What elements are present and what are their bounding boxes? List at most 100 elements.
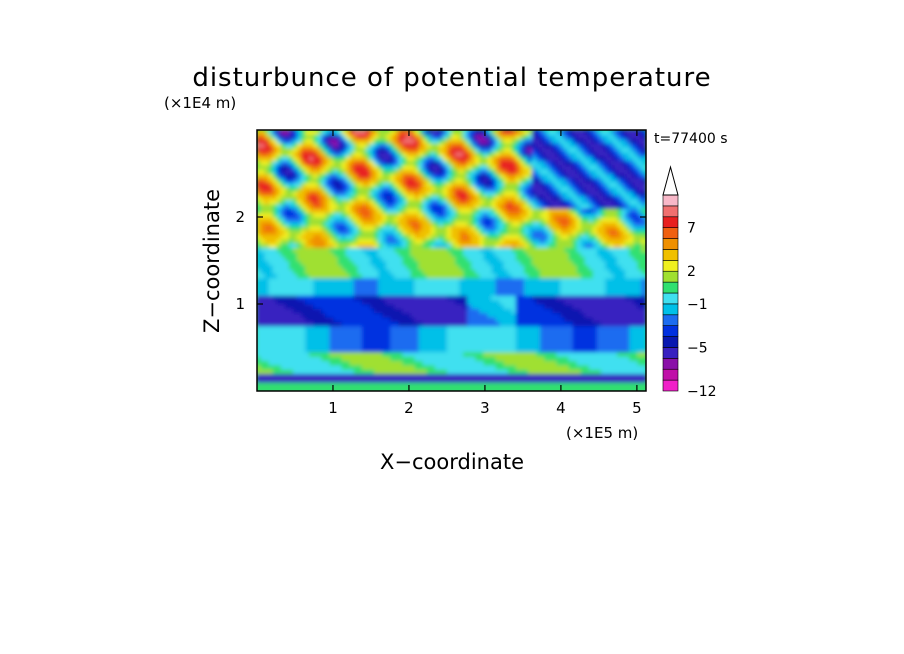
field-cell <box>382 307 388 314</box>
field-cell <box>499 203 505 209</box>
field-cell <box>357 142 363 148</box>
field-cell <box>556 133 562 140</box>
field-cell <box>410 242 416 248</box>
field-cell <box>398 255 404 261</box>
field-cell <box>503 377 509 383</box>
field-cell <box>390 329 396 335</box>
field-cell <box>390 159 396 166</box>
field-cell <box>536 286 542 292</box>
field-cell <box>264 133 270 140</box>
field-cell <box>361 164 367 170</box>
field-cell <box>345 307 351 314</box>
field-cell <box>479 199 485 205</box>
field-cell <box>487 347 493 353</box>
field-cell <box>511 381 517 388</box>
field-cell <box>580 381 586 388</box>
field-cell <box>361 138 367 144</box>
field-cell <box>272 342 278 348</box>
field-cell <box>560 225 566 231</box>
field-cell <box>511 190 517 196</box>
field-cell <box>418 286 424 292</box>
field-cell <box>349 212 355 218</box>
field-cell <box>434 320 440 327</box>
field-cell <box>297 229 303 235</box>
field-cell <box>511 268 517 275</box>
field-cell <box>276 229 282 235</box>
field-cell <box>268 286 274 292</box>
field-cell <box>576 273 582 279</box>
field-cell <box>455 377 461 383</box>
field-cell <box>487 281 493 288</box>
field-cell <box>515 338 521 344</box>
field-cell <box>463 316 469 322</box>
field-cell <box>402 199 408 205</box>
field-cell <box>507 242 513 248</box>
field-cell <box>471 164 477 170</box>
field-cell <box>426 360 432 366</box>
field-cell <box>552 194 558 201</box>
field-cell <box>434 355 440 362</box>
field-cell <box>418 277 424 283</box>
field-cell <box>418 351 424 357</box>
field-cell <box>321 190 327 196</box>
field-cell <box>588 329 594 335</box>
field-cell <box>414 307 420 314</box>
field-cell <box>523 151 529 157</box>
field-cell <box>414 168 420 174</box>
field-cell <box>321 333 327 340</box>
field-cell <box>305 130 311 135</box>
field-cell <box>394 216 400 222</box>
field-cell <box>337 130 343 135</box>
field-cell <box>386 130 392 135</box>
field-cell <box>536 181 542 188</box>
field-cell <box>471 381 477 388</box>
field-cell <box>564 199 570 205</box>
field-cell <box>511 242 517 248</box>
field-cell <box>467 316 473 322</box>
field-cell <box>556 364 562 370</box>
field-cell <box>519 146 525 153</box>
field-cell <box>495 347 501 353</box>
field-cell <box>532 325 538 331</box>
field-cell <box>475 264 481 270</box>
field-cell <box>491 273 497 279</box>
field-cell <box>588 225 594 231</box>
field-cell <box>446 264 452 270</box>
field-cell <box>402 377 408 383</box>
field-cell <box>345 146 351 153</box>
field-cell <box>455 238 461 244</box>
field-cell <box>272 264 278 270</box>
field-cell <box>487 342 493 348</box>
field-cell <box>386 181 392 188</box>
field-cell <box>260 260 266 266</box>
field-cell <box>544 229 550 235</box>
field-cell <box>390 138 396 144</box>
field-cell <box>333 325 339 331</box>
field-cell <box>584 155 590 161</box>
field-cell <box>280 216 286 222</box>
field-cell <box>499 325 505 331</box>
field-cell <box>325 312 331 318</box>
field-cell <box>390 130 396 135</box>
field-cell <box>414 233 420 240</box>
field-cell <box>292 229 299 235</box>
field-cell <box>390 220 396 227</box>
field-cell <box>544 130 550 135</box>
field-cell <box>325 146 331 153</box>
field-cell <box>564 377 570 383</box>
field-cell <box>321 368 327 375</box>
field-cell <box>268 373 274 379</box>
field-cell <box>369 368 376 375</box>
field-cell <box>523 238 529 244</box>
field-cell <box>451 130 457 135</box>
field-cell <box>402 246 408 253</box>
field-cell <box>414 242 420 248</box>
field-cell <box>357 207 363 214</box>
field-cell <box>378 316 384 322</box>
field-cell <box>580 316 586 322</box>
field-cell <box>288 133 294 140</box>
field-cell <box>402 347 408 353</box>
field-cell <box>584 307 590 314</box>
field-cell <box>305 351 311 357</box>
field-cell <box>418 190 424 196</box>
